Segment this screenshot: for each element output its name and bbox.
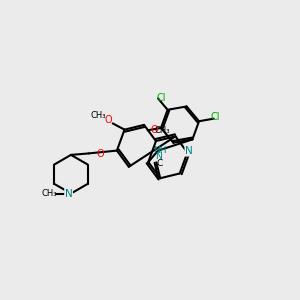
Text: CH₃: CH₃ xyxy=(42,189,57,198)
Text: O: O xyxy=(97,148,104,159)
Text: Cl: Cl xyxy=(157,93,166,103)
Text: Cl: Cl xyxy=(210,112,220,122)
Text: CH₃: CH₃ xyxy=(155,126,170,135)
Text: O: O xyxy=(151,125,158,135)
Text: N: N xyxy=(65,188,73,199)
Text: N: N xyxy=(185,146,193,156)
Text: O: O xyxy=(104,115,112,125)
Text: CH₃: CH₃ xyxy=(91,112,106,121)
Text: NH: NH xyxy=(154,146,167,155)
Text: N: N xyxy=(155,152,161,161)
Text: C: C xyxy=(157,159,163,168)
